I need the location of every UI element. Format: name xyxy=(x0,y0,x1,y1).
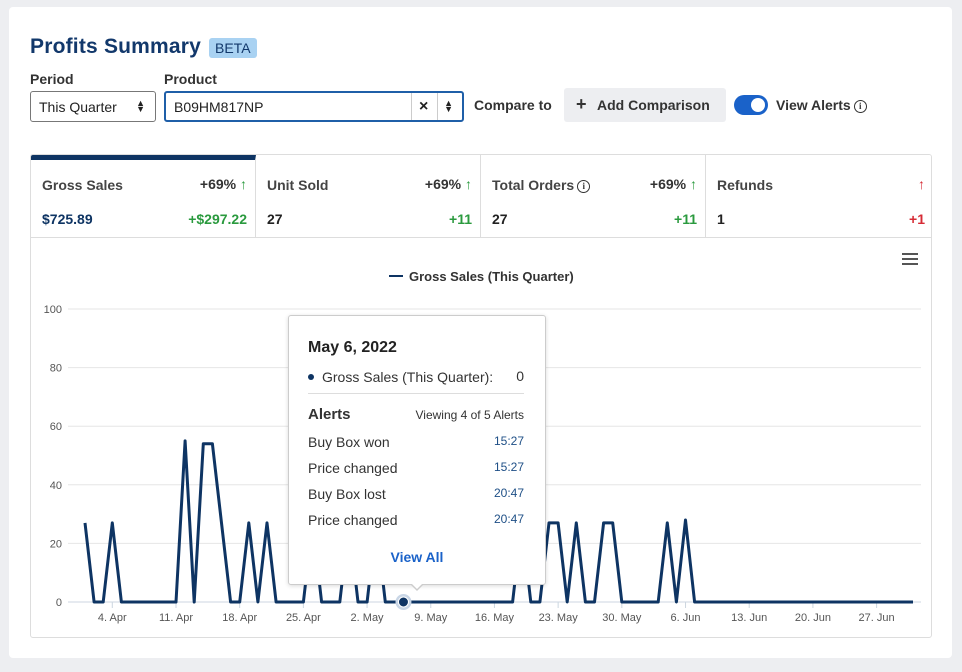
chart-tooltip: May 6, 2022 Gross Sales (This Quarter): … xyxy=(288,315,546,585)
metric-value: $725.89 xyxy=(42,211,93,227)
sort-updown-icon: ▲ ▼ xyxy=(136,98,145,114)
page-title: Profits Summary xyxy=(30,35,202,58)
metric-value: 27 xyxy=(492,211,508,227)
x-tick-label: 16. May xyxy=(475,612,515,624)
x-tick-label: 30. May xyxy=(602,612,642,624)
tooltip-date: May 6, 2022 xyxy=(308,339,397,356)
x-tick-label: 20. Jun xyxy=(795,612,831,624)
y-tick-label: 80 xyxy=(50,363,62,375)
series-line xyxy=(83,439,913,604)
plus-icon: + xyxy=(576,94,587,114)
view-alerts-toggle[interactable] xyxy=(734,95,768,115)
info-icon[interactable]: i xyxy=(853,100,867,113)
highlight-point xyxy=(397,596,409,608)
add-comparison-label: Add Comparison xyxy=(597,97,710,113)
metric-title: Total Orders i xyxy=(492,177,591,193)
x-tick-label: 13. Jun xyxy=(731,612,767,624)
tooltip-caret xyxy=(410,583,424,591)
series-dot-icon xyxy=(308,374,314,380)
alerts-count: Viewing 4 of 5 Alerts xyxy=(415,408,524,422)
metric-pct: +69% ↑ xyxy=(424,176,472,192)
metric-title: Refunds xyxy=(717,177,773,193)
alerts-heading: Alerts xyxy=(308,406,351,423)
arrow-up-icon: ↑ xyxy=(690,176,697,192)
y-tick-label: 60 xyxy=(50,421,62,433)
legend-swatch xyxy=(389,275,403,277)
tooltip-value: 0 xyxy=(516,368,524,384)
product-label: Product xyxy=(164,71,217,87)
y-tick-label: 0 xyxy=(56,597,62,609)
divider xyxy=(308,393,524,394)
x-tick-label: 2. May xyxy=(351,612,385,624)
period-select[interactable]: This Quarter ▲ ▼ xyxy=(30,91,156,122)
info-icon: i xyxy=(577,180,591,193)
metric-delta: +11 xyxy=(674,211,697,227)
chart-panel: Gross Sales +69% ↑ $725.89 +$297.22 Unit… xyxy=(30,154,932,638)
x-tick-label: 9. May xyxy=(414,612,448,624)
x-tick-label: 25. Apr xyxy=(286,612,321,624)
metric-title: Unit Sold xyxy=(267,177,329,193)
metric-refunds[interactable]: Refunds ↑ 1 +1 xyxy=(706,155,931,238)
beta-badge: BETA xyxy=(209,38,257,58)
product-value: B09HM817NP xyxy=(174,99,264,115)
add-comparison-button[interactable]: + Add Comparison xyxy=(564,88,726,122)
view-all-link[interactable]: View All xyxy=(390,549,444,565)
tooltip-series: Gross Sales (This Quarter): xyxy=(308,369,493,385)
x-tick-label: 27. Jun xyxy=(859,612,895,624)
metric-pct: +69% ↑ xyxy=(199,176,247,192)
view-alerts-label: View Alerts i xyxy=(776,97,867,113)
alert-item[interactable]: Price changed 15:27 xyxy=(308,460,524,476)
x-tick-label: 4. Apr xyxy=(98,612,127,624)
y-tick-label: 100 xyxy=(44,304,62,316)
arrow-up-icon: ↑ xyxy=(465,176,472,192)
y-tick-label: 20 xyxy=(50,538,62,550)
metric-delta: +1 xyxy=(909,211,925,227)
alert-item[interactable]: Price changed 20:47 xyxy=(308,512,524,528)
arrow-up-icon: ↑ xyxy=(918,176,925,192)
metric-delta: +11 xyxy=(449,211,472,227)
metric-pct: ↑ xyxy=(918,176,925,192)
sort-updown-icon[interactable]: ▲ ▼ xyxy=(444,98,453,114)
alert-item[interactable]: Buy Box lost 20:47 xyxy=(308,486,524,502)
metric-unit-sold[interactable]: Unit Sold +69% ↑ 27 +11 xyxy=(256,155,481,238)
clear-icon[interactable]: × xyxy=(419,98,429,115)
hamburger-icon[interactable] xyxy=(902,253,918,268)
metric-title: Gross Sales xyxy=(42,177,123,193)
metric-total-orders[interactable]: Total Orders i +69% ↑ 27 +11 xyxy=(481,155,706,238)
toggle-knob xyxy=(751,98,765,112)
metric-pct: +69% ↑ xyxy=(649,176,697,192)
metric-delta: +$297.22 xyxy=(188,211,247,227)
compare-to-label: Compare to xyxy=(474,97,552,113)
period-value: This Quarter xyxy=(39,99,117,115)
product-select[interactable]: B09HM817NP × ▲ ▼ xyxy=(164,91,464,122)
metric-gross-sales[interactable]: Gross Sales +69% ↑ $725.89 +$297.22 xyxy=(31,155,256,238)
x-tick-label: 6. Jun xyxy=(671,612,701,624)
metric-value: 1 xyxy=(717,211,725,227)
x-tick-label: 18. Apr xyxy=(222,612,257,624)
x-tick-label: 23. May xyxy=(539,612,579,624)
period-label: Period xyxy=(30,71,74,87)
x-tick-label: 11. Apr xyxy=(159,612,193,624)
alert-item[interactable]: Buy Box won 15:27 xyxy=(308,434,524,450)
arrow-up-icon: ↑ xyxy=(240,176,247,192)
y-tick-label: 40 xyxy=(50,480,62,492)
chart-legend[interactable]: Gross Sales (This Quarter) xyxy=(389,269,574,284)
metric-value: 27 xyxy=(267,211,283,227)
